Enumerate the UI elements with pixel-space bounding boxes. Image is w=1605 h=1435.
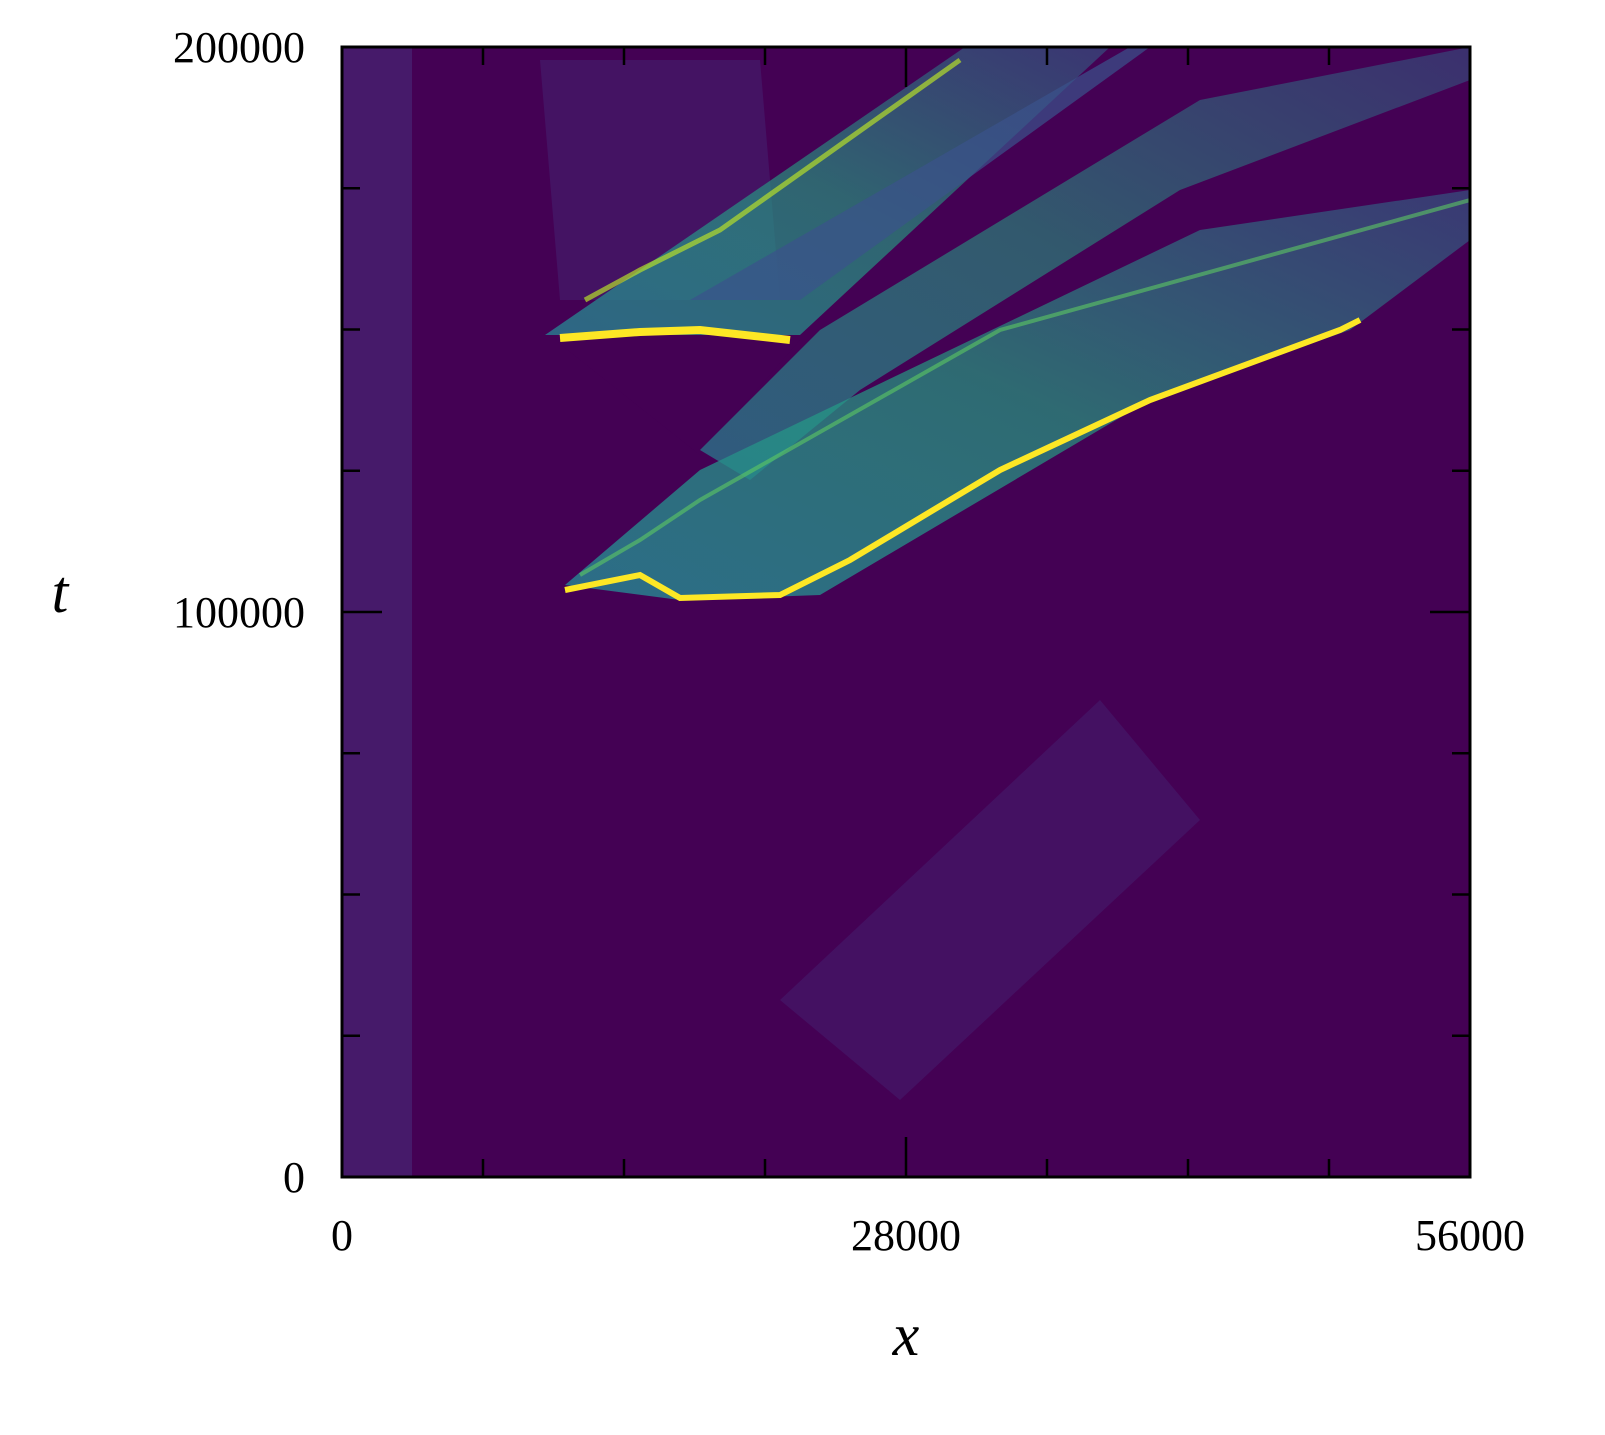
y-axis-label: t bbox=[52, 559, 70, 625]
x-tick-label: 56000 bbox=[1415, 1211, 1525, 1260]
x-tick-label: 0 bbox=[331, 1211, 353, 1260]
y-tick-label: 100000 bbox=[173, 588, 305, 637]
x-tick-label: 28000 bbox=[851, 1211, 961, 1260]
y-tick-label: 0 bbox=[283, 1153, 305, 1202]
heatmap-image bbox=[342, 47, 1470, 1177]
x-axis-label: x bbox=[892, 1302, 920, 1368]
y-tick-label: 200000 bbox=[173, 23, 305, 72]
